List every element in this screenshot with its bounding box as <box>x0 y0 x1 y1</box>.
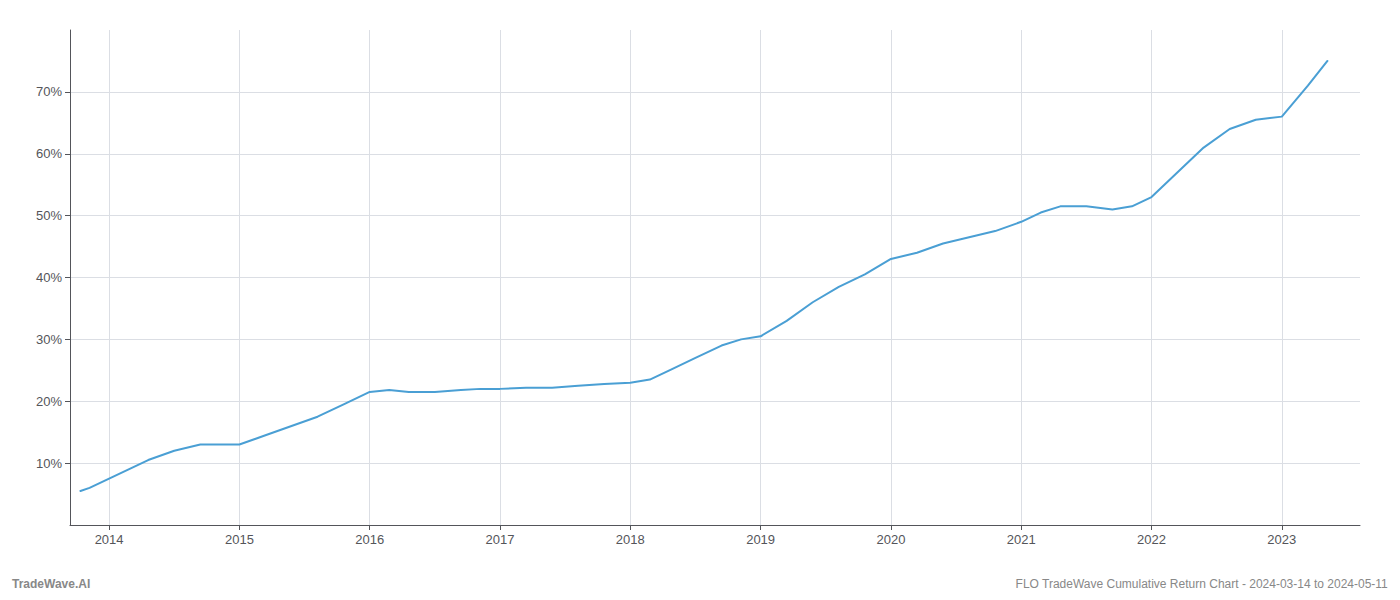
svg-text:20%: 20% <box>36 394 62 409</box>
svg-text:2017: 2017 <box>486 532 515 547</box>
svg-text:30%: 30% <box>36 332 62 347</box>
svg-text:2023: 2023 <box>1267 532 1296 547</box>
svg-text:40%: 40% <box>36 270 62 285</box>
svg-text:2015: 2015 <box>225 532 254 547</box>
svg-text:2019: 2019 <box>746 532 775 547</box>
svg-text:2018: 2018 <box>616 532 645 547</box>
svg-text:10%: 10% <box>36 456 62 471</box>
svg-text:2020: 2020 <box>876 532 905 547</box>
svg-text:2016: 2016 <box>355 532 384 547</box>
svg-text:FLO TradeWave Cumulative Retur: FLO TradeWave Cumulative Return Chart - … <box>1016 577 1389 591</box>
svg-text:TradeWave.AI: TradeWave.AI <box>12 577 90 591</box>
svg-text:50%: 50% <box>36 208 62 223</box>
svg-text:2021: 2021 <box>1007 532 1036 547</box>
svg-text:60%: 60% <box>36 146 62 161</box>
svg-text:70%: 70% <box>36 84 62 99</box>
svg-text:2014: 2014 <box>95 532 124 547</box>
svg-text:2022: 2022 <box>1137 532 1166 547</box>
